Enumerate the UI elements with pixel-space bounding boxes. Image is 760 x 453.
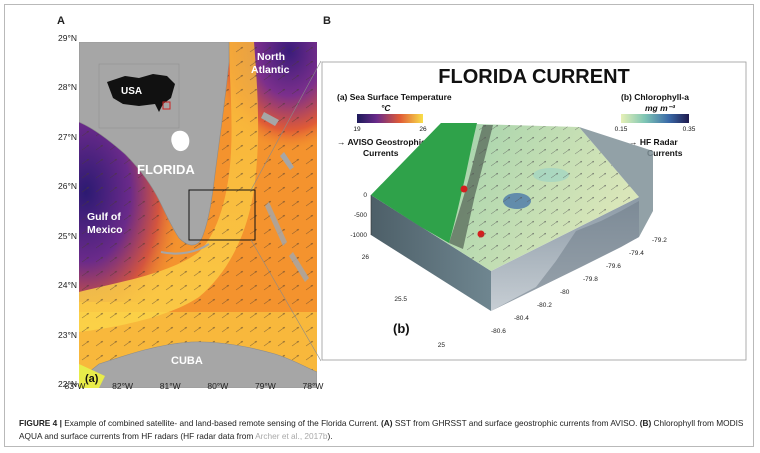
florida-keys <box>160 243 210 255</box>
bathymetry-slope <box>491 201 639 311</box>
bahamas-island <box>289 252 309 282</box>
connector-line-bottom <box>250 239 322 362</box>
depth-tick-label: -500 <box>354 212 367 219</box>
chl-colorbar-max: 0.35 <box>683 126 696 133</box>
label-florida: FLORIDA <box>137 162 195 177</box>
figure-frame: A B <box>4 4 754 447</box>
study-area-marker <box>162 101 171 110</box>
lat-tick-label: 27°N <box>58 131 77 142</box>
panel-b-lon-ticks: -80.6 -80.4 -80.2 -80 -79.8 -79.6 -79.4 -79.2 <box>491 237 667 335</box>
caption-text-1: Example of combined satellite- and land-… <box>61 418 382 428</box>
caption-text-4: ). <box>327 431 333 441</box>
depth-tick-label: -1000 <box>350 232 367 239</box>
caption-a-label: (A) <box>381 418 393 428</box>
cuba-landmass <box>79 341 317 388</box>
label-sub-a: (a) <box>85 373 99 385</box>
caption-fig-label: FIGURE 4 | <box>19 418 62 428</box>
lat-tick-label: 28°N <box>58 82 77 93</box>
lat-tick-label: 29°N <box>58 33 77 43</box>
aviso-legend-2: Currents <box>363 148 399 158</box>
lat-tick-label: 22°N <box>58 379 77 389</box>
lat-tick-label: 25°N <box>58 230 77 241</box>
caption-b-label: (B) <box>639 418 652 428</box>
lon-tick-label: 78°W <box>302 381 324 391</box>
aviso-legend-1: → AVISO Geostrophic <box>337 137 426 147</box>
hf-legend-1: → HF Radar <box>629 137 678 147</box>
lon-tick-label: 81°W <box>159 381 181 391</box>
usa-silhouette <box>107 74 175 112</box>
label-sub-b: (b) <box>393 321 410 336</box>
hf-legend-2: Currents <box>647 148 683 158</box>
chl-legend-title: (b) Chlorophyll-a <box>621 92 689 102</box>
chl-legend-unit: mg m⁻³ <box>645 103 676 113</box>
lon-tick-label: 83°W <box>64 381 86 391</box>
block-left-wall <box>371 195 491 311</box>
sst-colorbar-max: 26 <box>419 126 427 133</box>
bahamas-island <box>265 202 287 246</box>
sst-colorbar <box>357 114 423 123</box>
panel-a-letter: A <box>57 15 65 27</box>
land-surface <box>371 123 477 243</box>
panel-b-lon-tick: -79.2 <box>652 237 667 244</box>
depth-ticks: 0 -500 -1000 <box>350 192 367 239</box>
depth-tick-label: 0 <box>363 192 367 199</box>
label-gulf-2: Mexico <box>87 224 123 236</box>
figure-caption: FIGURE 4 | Example of combined satellite… <box>19 417 749 443</box>
zoom-connector <box>250 60 322 362</box>
panel-b-letter: B <box>323 15 331 27</box>
label-gulf-1: Gulf of <box>87 211 121 223</box>
panel-b-lat-ticks: 26 25.5 25 <box>362 254 446 349</box>
lat-tick-label: 26°N <box>58 181 77 192</box>
sst-legend-title: (a) Sea Surface Temperature <box>337 92 452 102</box>
bahamas-island <box>261 112 279 126</box>
warm-coastal-water <box>79 364 105 388</box>
caption-text-3: Chlorophyll from MODIS AQUA and surface … <box>19 418 744 441</box>
panel-a-map: USA FLORIDA Gulf of Mexico North Atlanti… <box>79 42 317 388</box>
label-north-2: Atlantic <box>251 64 290 76</box>
panel-b-lon-tick: -79.6 <box>606 263 621 270</box>
panel-b-lon-tick: -80.6 <box>491 328 506 335</box>
caption-citation[interactable]: Archer et al., 2017b <box>255 431 328 441</box>
lon-tick-label: 82°W <box>112 381 134 391</box>
label-north-1: North <box>257 51 285 63</box>
panel-b-lon-tick: -79.8 <box>583 276 598 283</box>
panel-b-lon-tick: -80.2 <box>537 302 552 309</box>
lat-tick-label: 23°N <box>58 329 77 340</box>
sst-colorbar-min: 19 <box>353 126 361 133</box>
panel-b-lat-tick: 25.5 <box>394 296 407 303</box>
lake-okeechobee <box>171 130 190 152</box>
caption-text-2: SST from GHRSST and surface geostrophic … <box>392 418 640 428</box>
lat-tick-label: 24°N <box>58 280 77 291</box>
lon-tick-label: 79°W <box>254 381 276 391</box>
chl-colorbar <box>621 114 689 123</box>
label-cuba: CUBA <box>171 355 203 367</box>
chl-colorbar-min: 0.15 <box>615 126 628 133</box>
hf-radar-site <box>460 185 468 193</box>
bahamas-island <box>280 152 294 170</box>
panel-b-lat-tick: 25 <box>438 342 446 349</box>
sst-legend-unit: °C <box>381 103 391 113</box>
panel-b-3d: FLORIDA CURRENT (a) Sea Surface Temperat… <box>321 61 747 361</box>
panel-b-lon-tick: -80 <box>560 289 570 296</box>
panel-b-title: FLORIDA CURRENT <box>438 66 629 88</box>
lon-tick-label: 80°W <box>207 381 229 391</box>
label-usa: USA <box>121 86 142 97</box>
panel-b-lat-tick: 26 <box>362 254 370 261</box>
zoom-region-box <box>188 189 256 241</box>
panel-b-lon-tick: -79.4 <box>629 250 644 257</box>
block-right-wall <box>579 127 653 237</box>
sst-map-svg: USA FLORIDA Gulf of Mexico North Atlanti… <box>79 42 317 388</box>
connector-line-top <box>250 60 322 191</box>
hf-radar-current-arrows <box>441 123 639 271</box>
panel-b-lon-tick: -80.4 <box>514 315 529 322</box>
